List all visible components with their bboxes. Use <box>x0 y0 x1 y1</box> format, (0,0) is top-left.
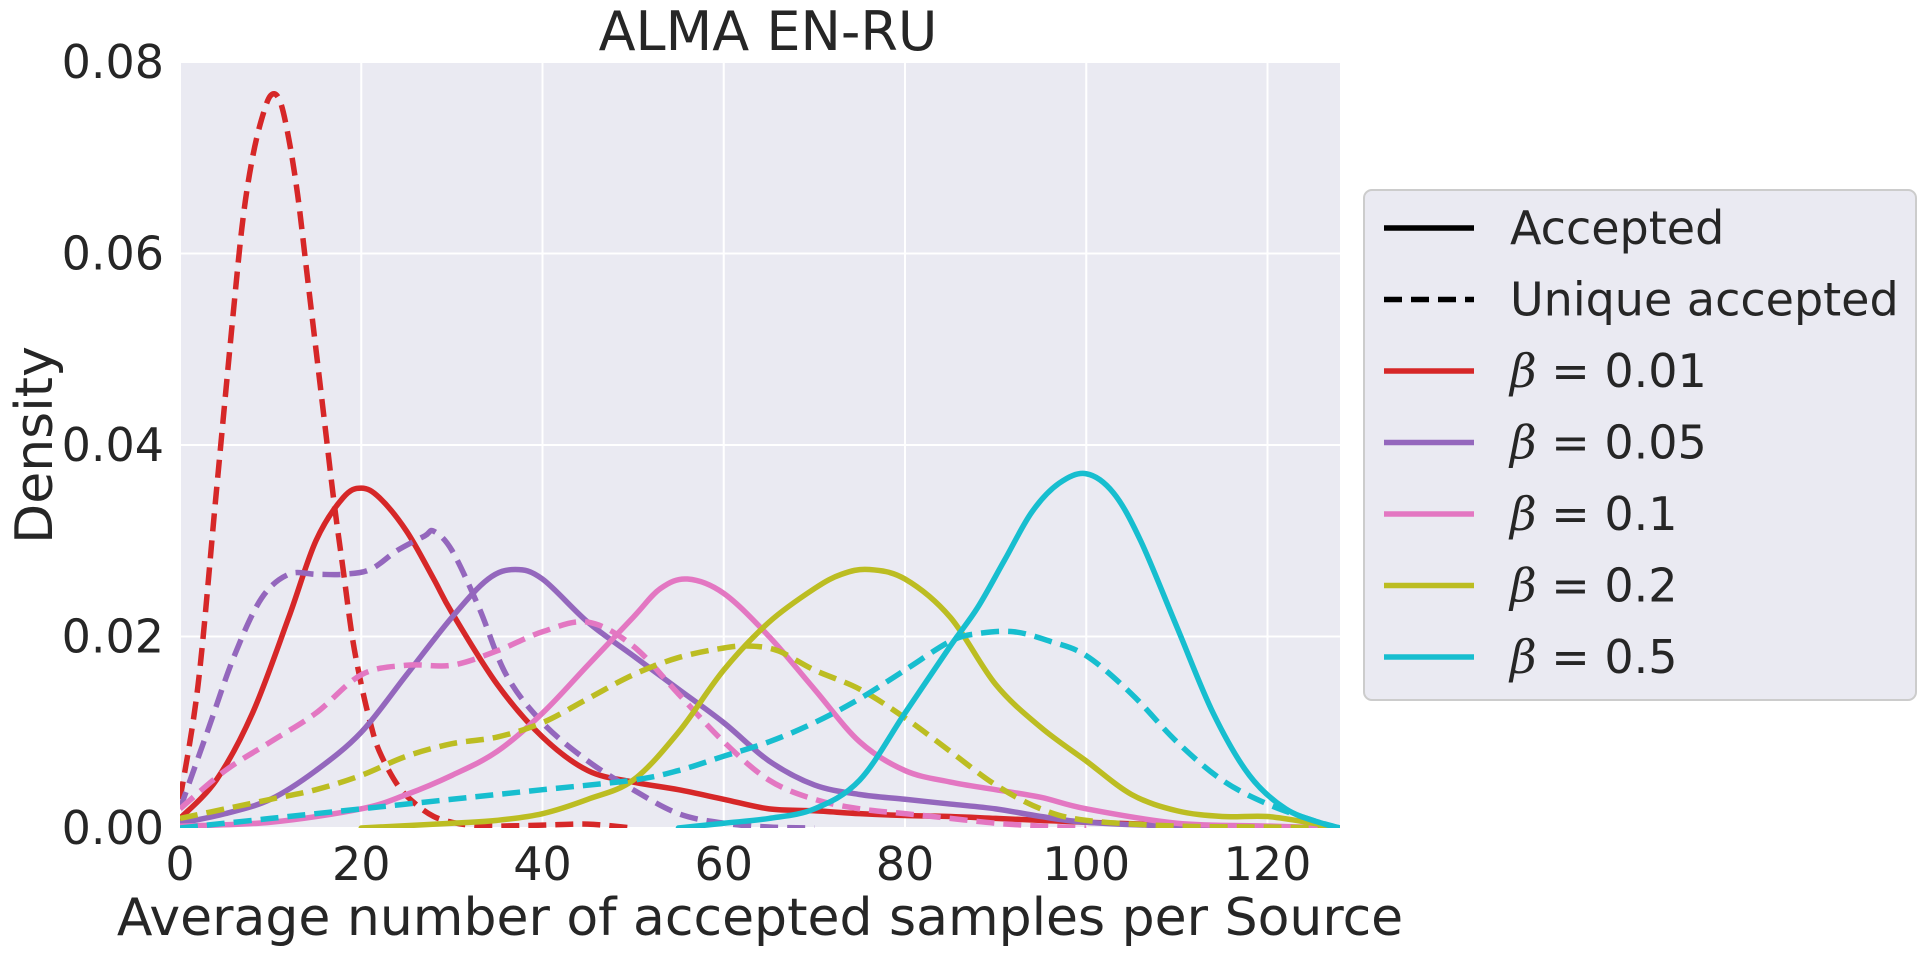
legend-beta-value: = 0.5 <box>1537 630 1678 684</box>
x-tick-label: 60 <box>694 837 753 891</box>
legend-label: β = 0.01 <box>1508 344 1707 398</box>
legend-box <box>1363 189 1917 701</box>
x-tick-label: 120 <box>1224 837 1312 891</box>
legend-label: Accepted <box>1510 201 1724 255</box>
x-tick-label: 20 <box>332 837 391 891</box>
legend-beta-value: = 0.2 <box>1537 559 1678 613</box>
y-tick-labels: 0.00 0.02 0.04 0.06 0.08 <box>62 35 164 855</box>
series-line-beta-0_5-unique-accepted <box>180 628 1340 828</box>
legend-beta-value: = 0.05 <box>1537 416 1707 470</box>
legend-beta-symbol: β <box>1508 344 1537 398</box>
series-layer <box>180 91 1340 828</box>
series-line-beta-0_2-accepted <box>358 566 1340 828</box>
y-tick-label: 0.04 <box>62 418 164 472</box>
legend-beta-value: = 0.1 <box>1537 487 1678 541</box>
y-tick-label: 0.06 <box>62 227 164 281</box>
series-line-beta-0_01-accepted <box>180 485 1340 828</box>
legend-beta-symbol: β <box>1508 630 1537 684</box>
series-line-beta-0_2-unique-accepted <box>180 643 1340 828</box>
legend-label: β = 0.5 <box>1508 630 1678 684</box>
x-tick-label: 40 <box>513 837 572 891</box>
legend-label: Unique accepted <box>1510 273 1899 327</box>
legend-label: β = 0.2 <box>1508 559 1678 613</box>
x-tick-label: 80 <box>876 837 935 891</box>
x-tick-labels: 0 20 40 60 80 100 120 <box>165 837 1311 891</box>
legend-beta-symbol: β <box>1508 416 1537 470</box>
series-line-beta-0_05-unique-accepted <box>180 527 815 828</box>
series-line-beta-0_05-accepted <box>180 566 1340 828</box>
y-tick-label: 0.00 <box>62 801 164 855</box>
y-tick-label: 0.02 <box>62 610 164 664</box>
chart-title: ALMA EN-RU <box>599 0 938 63</box>
legend-beta-symbol: β <box>1508 487 1537 541</box>
legend-label: β = 0.05 <box>1508 416 1707 470</box>
legend-label: β = 0.1 <box>1508 487 1678 541</box>
series-line-beta-0_1-accepted <box>180 576 1340 828</box>
x-axis-title: Average number of accepted samples per S… <box>117 888 1403 948</box>
series-line-beta-0_5-accepted <box>675 470 1340 828</box>
series-line-beta-0_1-unique-accepted <box>180 618 1087 828</box>
y-tick-label: 0.08 <box>62 35 164 89</box>
y-axis-title: Density <box>5 346 65 544</box>
x-tick-label: 0 <box>165 837 194 891</box>
legend-beta-symbol: β <box>1508 559 1537 613</box>
x-tick-label: 100 <box>1042 837 1130 891</box>
legend-beta-value: = 0.01 <box>1537 344 1707 398</box>
